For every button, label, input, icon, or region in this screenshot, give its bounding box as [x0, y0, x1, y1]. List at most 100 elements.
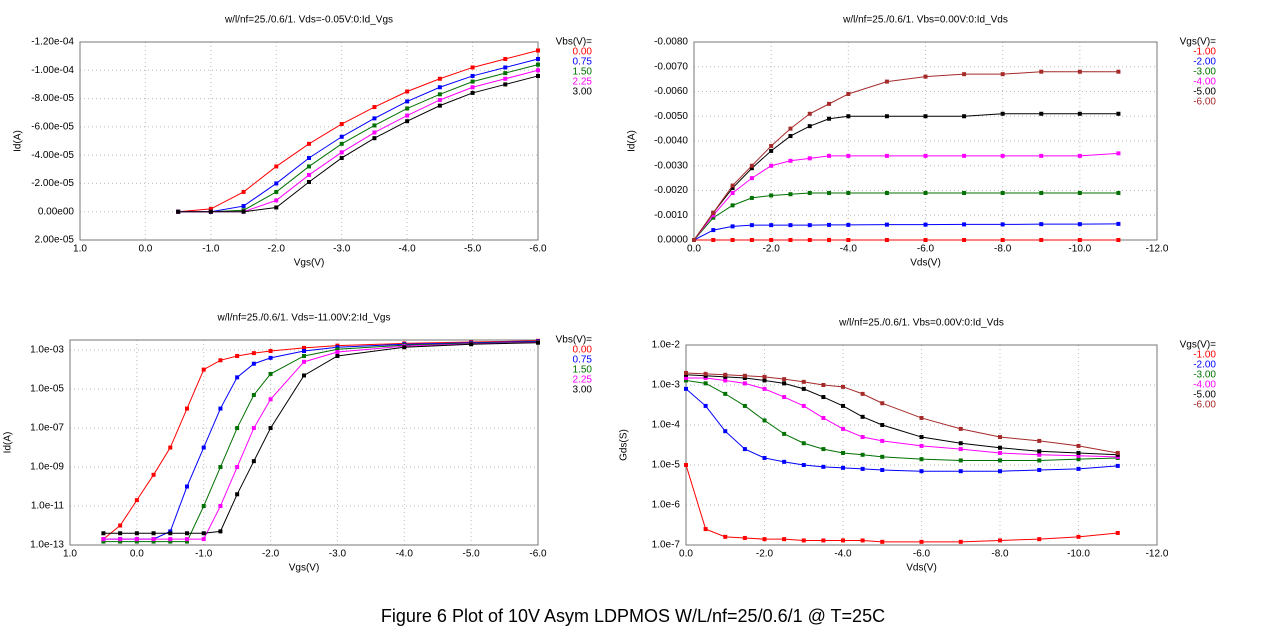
data-point — [1076, 453, 1081, 458]
data-point — [846, 153, 851, 158]
data-point — [762, 386, 767, 391]
data-point — [1000, 72, 1005, 77]
data-point — [846, 222, 851, 227]
data-point — [703, 375, 708, 380]
y-tick-label: 1.0e-6 — [652, 500, 681, 511]
y-tick-label: 0.0000 — [657, 235, 688, 246]
data-point — [860, 435, 865, 440]
data-point — [723, 391, 728, 396]
data-point — [1077, 222, 1082, 227]
data-point — [860, 414, 865, 419]
x-tick-label: 0.0 — [679, 549, 693, 560]
data-point — [201, 445, 206, 450]
data-point — [841, 465, 845, 470]
data-point — [503, 56, 508, 61]
data-point — [201, 367, 206, 372]
data-point — [827, 101, 832, 106]
data-point — [151, 472, 156, 477]
data-point — [208, 206, 213, 211]
data-point — [703, 403, 708, 408]
data-point — [723, 374, 728, 379]
data-point — [821, 447, 826, 452]
y-tick-label: -0.0040 — [654, 136, 688, 147]
data-point — [1037, 438, 1042, 443]
data-point — [405, 119, 410, 124]
legend-entry: -4.00 — [1193, 77, 1216, 88]
x-axis-label: Vds(V) — [906, 563, 937, 574]
x-tick-label: -4.0 — [834, 549, 852, 560]
legend-entry: -4.00 — [1193, 380, 1216, 391]
data-point — [703, 371, 708, 376]
plot-frame — [79, 41, 539, 241]
data-point — [168, 537, 173, 542]
data-point — [762, 374, 767, 379]
data-point — [742, 375, 747, 380]
data-point — [185, 539, 189, 544]
data-point — [101, 531, 106, 536]
data-point — [1115, 463, 1120, 468]
data-point — [1039, 153, 1044, 158]
data-point — [372, 130, 377, 135]
data-point — [339, 150, 344, 155]
data-point — [307, 164, 311, 169]
x-tick-label: -6.0 — [917, 244, 935, 255]
data-point — [208, 209, 213, 214]
data-point — [923, 238, 928, 242]
data-point — [274, 189, 279, 194]
legend-entry: -5.00 — [1193, 390, 1216, 401]
data-point — [846, 91, 851, 96]
data-point — [919, 443, 924, 448]
data-point — [723, 429, 728, 434]
data-point — [1000, 153, 1005, 158]
data-point — [134, 531, 139, 536]
data-point — [339, 134, 344, 139]
data-point — [335, 345, 340, 350]
data-point — [1000, 222, 1005, 227]
legend-entry: 3.00 — [573, 87, 593, 98]
data-point — [958, 458, 963, 463]
data-point — [1077, 153, 1082, 158]
data-point — [1037, 452, 1042, 457]
y-tick-label: 1.0e-2 — [652, 340, 681, 351]
data-point — [307, 155, 311, 160]
data-point — [703, 381, 708, 386]
data-point — [923, 114, 928, 119]
data-point — [742, 373, 747, 378]
series-line — [103, 341, 539, 540]
data-point — [827, 222, 832, 227]
series-line — [103, 342, 539, 534]
x-tick-label: 0.0 — [138, 244, 152, 255]
legend-entry: 1.50 — [573, 67, 593, 78]
x-tick-label: -4.0 — [396, 549, 414, 560]
x-tick-label: 0.0 — [687, 244, 701, 255]
legend-entry: 0.75 — [573, 57, 593, 68]
y-tick-label: -8.00e-05 — [31, 93, 74, 104]
data-point — [151, 531, 156, 536]
data-point — [769, 193, 774, 198]
series-line — [103, 340, 539, 540]
data-point — [711, 238, 716, 242]
data-point — [339, 155, 344, 160]
data-point — [268, 371, 273, 376]
y-tick-label: 1.0e-09 — [30, 462, 64, 473]
data-point — [241, 189, 246, 194]
data-point — [807, 190, 812, 195]
data-point — [962, 114, 967, 119]
x-tick-label: -2.0 — [763, 244, 781, 255]
data-point — [962, 238, 967, 242]
legend-entry: 0.75 — [573, 355, 593, 366]
data-point — [841, 538, 845, 543]
data-point — [821, 383, 826, 387]
data-point — [1116, 221, 1121, 226]
data-point — [176, 209, 181, 214]
data-point — [782, 381, 787, 386]
legend-entry: -1.00 — [1193, 350, 1216, 361]
legend-title: Vbs(V)= — [556, 37, 593, 48]
x-tick-label: 1.0 — [63, 549, 77, 560]
legend-entry: 0.00 — [573, 345, 593, 356]
legend-title: Vgs(V)= — [1180, 340, 1217, 351]
data-point — [742, 535, 747, 540]
x-tick-label: -4.0 — [840, 244, 858, 255]
data-point — [151, 537, 156, 542]
y-tick-label: -6.00e-05 — [31, 121, 74, 132]
